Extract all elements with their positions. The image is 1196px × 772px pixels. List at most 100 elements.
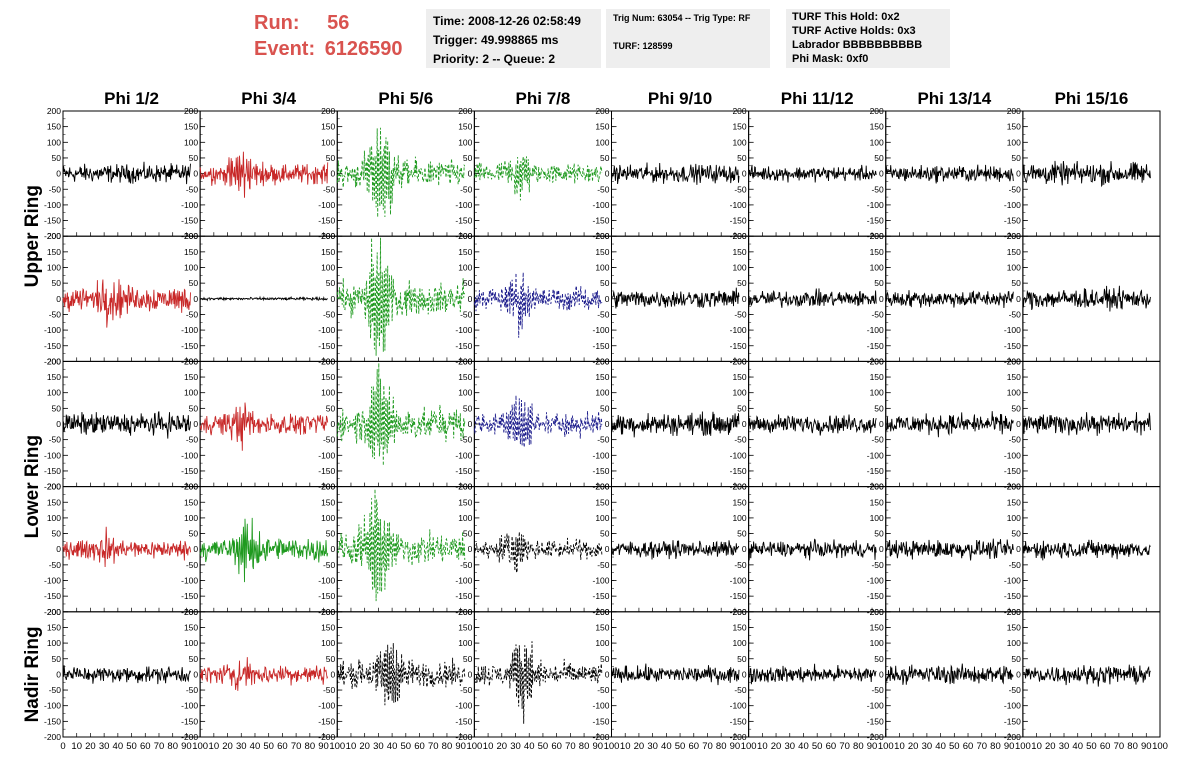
y-tick-label: -100 [44,450,61,460]
x-tick-label: 50 [538,741,549,752]
trig-info-box: Trig Num: 63054 -- Trig Type: RF TURF: 1… [606,9,770,68]
run-event-header: Run: 56 Event: 6126590 [254,10,403,62]
y-tick-label: 150 [458,372,472,382]
y-tick-label: -50 [460,560,473,570]
y-tick-label: 100 [870,513,884,523]
y-tick-label: 200 [458,356,472,366]
y-tick-label: 200 [595,482,609,492]
labrador-text: Labrador BBBBBBBBBB [792,39,923,51]
x-tick-label: 40 [661,741,672,752]
y-tick-label: -100 [1004,576,1021,586]
y-tick-label: -50 [49,309,62,319]
y-tick-label: -100 [318,450,335,460]
y-tick-label: -100 [867,701,884,711]
y-tick-label: 150 [458,622,472,632]
y-tick-label: -150 [181,591,198,601]
x-tick-label: 30 [510,741,521,752]
y-tick-label: -150 [44,716,61,726]
x-tick-label: 20 [634,741,645,752]
y-tick-label: -100 [592,450,609,460]
y-tick-label: -50 [871,309,884,319]
y-tick-label: -50 [1009,685,1022,695]
event-value: 6126590 [324,38,403,60]
y-tick-label: 150 [595,622,609,632]
column-header-6: Phi 11/12 [781,89,854,108]
y-tick-label: 200 [1007,482,1021,492]
y-tick-label: -50 [323,309,336,319]
y-tick-label: 150 [1007,122,1021,132]
y-tick-label: 50 [189,403,199,413]
y-tick-label: -150 [1004,341,1021,351]
y-tick-label: 50 [874,153,884,163]
y-tick-label: 200 [595,231,609,241]
y-tick-label: -50 [186,309,199,319]
x-tick-label: 80 [442,741,453,752]
y-tick-label: -100 [592,701,609,711]
y-tick-label: -150 [44,216,61,226]
y-tick-label: 100 [47,638,61,648]
y-tick-label: -150 [592,341,609,351]
y-tick-label: 50 [737,153,747,163]
y-tick-label: -100 [44,200,61,210]
y-tick-label: 150 [458,247,472,257]
y-tick-label: -100 [592,576,609,586]
y-tick-label: 50 [1011,403,1021,413]
y-tick-label: 0 [879,669,884,679]
x-tick-label: 90 [1004,741,1015,752]
time-info-box: Time: 2008-12-26 02:58:49 Trigger: 49.99… [426,9,601,68]
y-tick-label: 50 [52,529,62,539]
x-tick-label: 80 [305,741,316,752]
y-tick-label: 100 [321,638,335,648]
waveform-r2-c2 [200,295,328,302]
y-tick-label: -150 [44,466,61,476]
y-tick-label: 100 [595,513,609,523]
x-tick-label: 60 [1100,741,1111,752]
y-tick-label: -50 [186,184,199,194]
y-tick-label: 0 [742,169,747,179]
y-tick-label: 100 [321,513,335,523]
x-tick-label: 70 [154,741,165,752]
x-tick-label: 10 [209,741,220,752]
y-tick-label: -100 [1004,450,1021,460]
x-tick-label: 50 [812,741,823,752]
y-tick-label: 200 [870,106,884,116]
y-tick-label: 50 [189,529,199,539]
y-tick-label: 200 [458,106,472,116]
y-tick-label: -150 [318,341,335,351]
y-tick-label: -50 [734,685,747,695]
y-tick-label: 150 [184,122,198,132]
panel-frame [473,611,612,738]
x-tick-label: 100 [192,741,208,752]
waveform-r2-c4 [473,272,603,338]
x-tick-label: 80 [853,741,864,752]
y-tick-label: 100 [732,388,746,398]
x-tick-label: 100 [604,741,620,752]
column-header-3: Phi 5/6 [378,89,433,108]
y-tick-label: 0 [1016,544,1021,554]
waveform-r3-c6 [748,414,877,436]
y-tick-label: -100 [592,200,609,210]
y-tick-label: 200 [1007,231,1021,241]
y-tick-label: 150 [732,372,746,382]
y-tick-label: 150 [1007,622,1021,632]
y-tick-label: -100 [318,325,335,335]
waveform-r3-c8 [1022,412,1151,436]
x-tick-label: 90 [318,741,329,752]
waveform-r1-c8 [1022,160,1151,188]
x-tick-label: 10 [71,741,82,752]
x-tick-label: 100 [741,741,757,752]
y-tick-label: 50 [874,403,884,413]
y-tick-label: 150 [1007,247,1021,257]
y-tick-label: -150 [1004,216,1021,226]
panel-frame [199,611,338,738]
y-tick-label: 150 [595,497,609,507]
y-tick-label: 200 [458,482,472,492]
y-tick-label: 150 [870,497,884,507]
y-tick-label: 150 [184,247,198,257]
x-tick-label: 20 [359,741,370,752]
column-header-7: Phi 13/14 [917,89,991,108]
x-tick-label: 10 [757,741,768,752]
x-tick-label: 20 [908,741,919,752]
y-tick-label: 150 [321,622,335,632]
waveform-r2-c7 [885,290,1014,309]
